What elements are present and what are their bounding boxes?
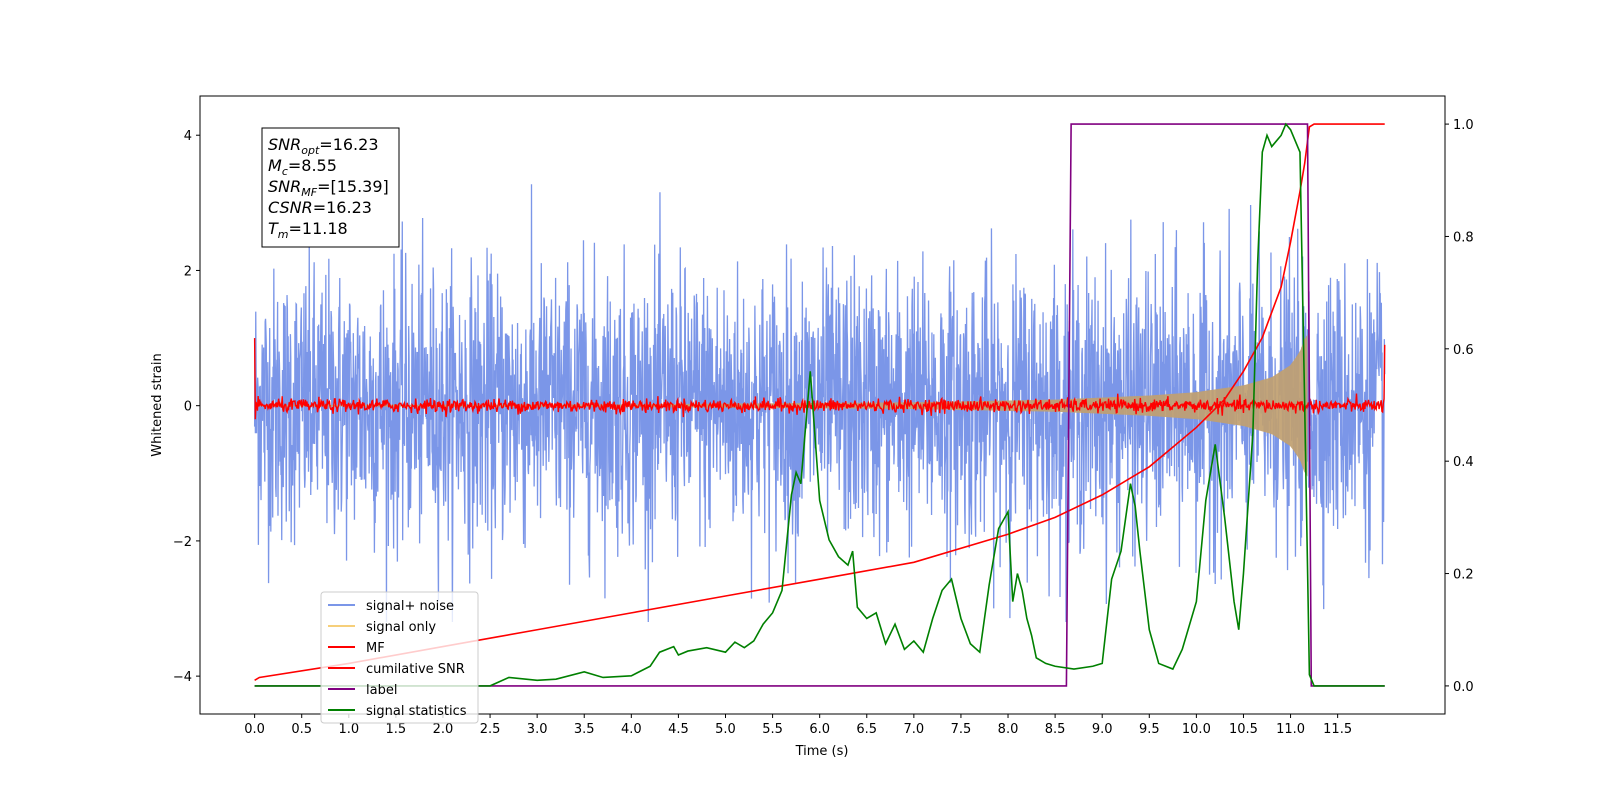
annotation-text: CSNR=16.23 (268, 198, 372, 217)
x-tick-label: 8.0 (998, 722, 1019, 737)
y-left-tick-label: 0 (184, 400, 192, 415)
y-right-tick-label: 0.2 (1453, 568, 1474, 583)
legend-label: signal only (366, 620, 436, 635)
legend-label: signal statistics (366, 704, 467, 719)
x-tick-label: 1.5 (386, 722, 407, 737)
x-tick-label: 7.5 (951, 722, 972, 737)
y-left-tick-label: −4 (173, 670, 192, 685)
annotation-text: SNRopt=16.23 (268, 135, 379, 157)
x-tick-label: 3.5 (574, 722, 595, 737)
legend-label: cumilative SNR (366, 662, 465, 677)
x-tick-label: 7.0 (904, 722, 925, 737)
series-mf-line (253, 338, 1386, 420)
legend-label: signal+ noise (366, 599, 454, 614)
y-axis-left: 4 2 0 −2 −4 (173, 129, 200, 685)
annotation-text: SNRMF=[15.39] (268, 177, 389, 199)
y-right-tick-label: 0.4 (1453, 455, 1474, 470)
x-tick-label: 5.0 (715, 722, 736, 737)
x-axis-label: Time (s) (795, 744, 849, 759)
plot-frame (199, 95, 1446, 715)
x-tick-label: 11.5 (1323, 722, 1352, 737)
x-tick-label: 4.5 (668, 722, 689, 737)
series-signal-statistics-line (254, 122, 1385, 687)
x-axis: 0.0 0.5 1.0 1.5 2.0 2.5 3.0 3.5 4.0 4.5 5.0 5.5 6.0 6… (244, 714, 1352, 737)
y-left-tick-label: −2 (173, 535, 192, 550)
x-tick-label: 11.0 (1276, 722, 1305, 737)
x-tick-label: 10.0 (1182, 722, 1211, 737)
annotation-text: Tm=11.18 (268, 219, 348, 241)
y-right-tick-label: 0.6 (1453, 343, 1474, 358)
x-tick-label: 10.5 (1229, 722, 1258, 737)
y-right-tick-label: 0.8 (1453, 230, 1474, 245)
legend-frame (320, 591, 479, 724)
plot-area (253, 122, 1386, 687)
x-tick-label: 3.0 (527, 722, 548, 737)
annotation-box: SNRopt=16.23Mc=8.55SNRMF=[15.39]CSNR=16.… (261, 127, 400, 248)
annotation-box-frame (261, 127, 400, 248)
x-tick-label: 1.0 (338, 722, 359, 737)
x-tick-label: 4.0 (621, 722, 642, 737)
legend-label: MF (366, 641, 385, 656)
y-axis-label: Whitened strain (150, 353, 165, 456)
annotation-text: Mc=8.55 (268, 156, 337, 178)
x-tick-label: 8.5 (1045, 722, 1066, 737)
y-right-tick-label: 0.0 (1453, 680, 1474, 695)
y-left-tick-label: 2 (184, 264, 192, 279)
x-tick-label: 5.5 (762, 722, 783, 737)
x-tick-label: 2.0 (433, 722, 454, 737)
x-tick-label: 2.5 (480, 722, 501, 737)
y-left-tick-label: 4 (184, 129, 192, 144)
x-tick-label: 0.0 (244, 722, 265, 737)
legend-label: label (366, 683, 397, 698)
y-axis-right: 1.0 0.8 0.6 0.4 0.2 0.0 (1445, 118, 1474, 695)
x-tick-label: 6.0 (809, 722, 830, 737)
x-tick-label: 9.5 (1139, 722, 1160, 737)
x-tick-label: 6.5 (856, 722, 877, 737)
legend: signal+ noise signal only MF cumilative SNR… (320, 591, 479, 724)
x-tick-label: 0.5 (291, 722, 312, 737)
x-tick-label: 9.0 (1092, 722, 1113, 737)
y-right-tick-label: 1.0 (1453, 118, 1474, 133)
